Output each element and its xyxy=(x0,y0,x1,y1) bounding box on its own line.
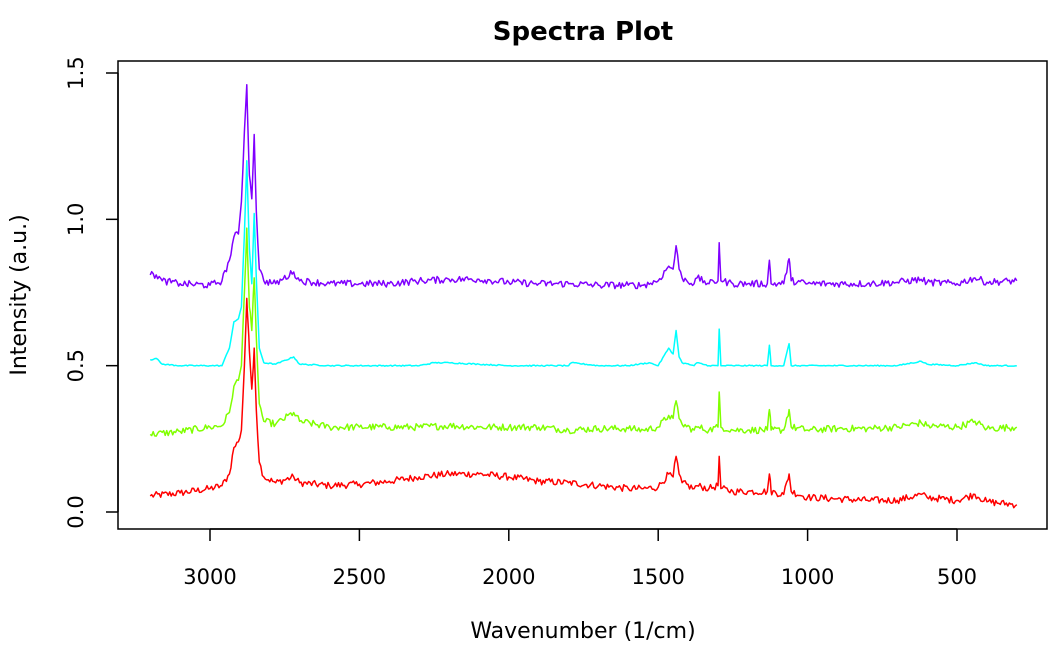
x-axis-label: Wavenumber (1/cm) xyxy=(470,619,695,644)
x-tick-label: 500 xyxy=(937,565,977,589)
x-tick-label: 1000 xyxy=(781,565,834,589)
y-tick-label: 1.0 xyxy=(64,203,88,236)
chart-title: Spectra Plot xyxy=(493,17,674,47)
spectrum-line-2 xyxy=(149,227,1018,437)
y-axis-label: Intensity (a.u.) xyxy=(7,214,32,375)
x-tick-label: 3000 xyxy=(183,565,236,589)
y-tick-label: 0.5 xyxy=(64,349,88,382)
series-layer xyxy=(149,83,1018,509)
x-axis: 3000 2500 2000 1500 1000 500 xyxy=(183,528,977,589)
spectrum-line-4 xyxy=(149,83,1018,290)
x-tick-label: 2000 xyxy=(482,565,535,589)
x-tick-label: 1500 xyxy=(631,565,684,589)
y-axis: 0.0 0.5 1.0 1.5 xyxy=(64,56,119,529)
y-tick-label: 0.0 xyxy=(64,495,88,528)
spectrum-line-1 xyxy=(149,297,1018,509)
spectrum-line-3 xyxy=(150,160,1017,367)
x-tick-label: 2500 xyxy=(333,565,386,589)
y-tick-label: 1.5 xyxy=(64,56,88,89)
